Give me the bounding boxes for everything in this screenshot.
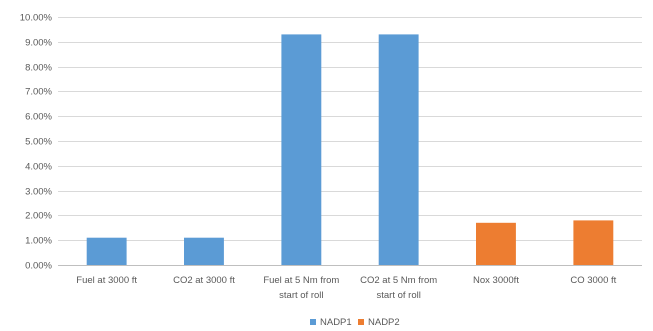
bar-nadp1 <box>281 34 322 266</box>
bar-nadp1 <box>378 34 419 266</box>
gridlines <box>58 17 642 266</box>
x-category-label-line: CO2 at 5 Nm from <box>360 275 437 286</box>
y-tick-label: 3.00% <box>25 187 52 198</box>
bar-nadp1 <box>86 237 127 265</box>
legend-label: NADP2 <box>368 317 400 328</box>
y-tick-label: 0.00% <box>25 261 52 272</box>
y-tick-label: 6.00% <box>25 112 52 123</box>
x-category-label: CO 3000 ft <box>570 275 616 286</box>
legend-swatch-nadp1 <box>310 319 316 325</box>
y-tick-label: 4.00% <box>25 162 52 173</box>
y-tick-label: 8.00% <box>25 63 52 74</box>
bar-nadp2 <box>573 220 614 265</box>
x-category-label: Fuel at 5 Nm from start of roll <box>263 275 339 301</box>
y-tick-label: 1.00% <box>25 236 52 247</box>
y-axis-tick-labels: 0.00% 1.00% 2.00% 3.00% 4.00% 5.00% 6.00% 7.00%… <box>20 13 53 272</box>
y-tick-label: 9.00% <box>25 38 52 49</box>
legend-swatch-nadp2 <box>358 319 364 325</box>
bars <box>86 34 614 266</box>
x-category-label: Fuel at 3000 ft <box>76 275 137 286</box>
y-tick-label: 7.00% <box>25 87 52 98</box>
x-category-label: CO2 at 3000 ft <box>173 275 235 286</box>
x-category-label-line: start of roll <box>376 290 420 301</box>
legend-label: NADP1 <box>320 317 352 328</box>
bar-nadp1 <box>184 237 224 265</box>
bar-nadp2 <box>476 222 516 265</box>
x-category-label: CO2 at 5 Nm from start of roll <box>360 275 437 301</box>
y-tick-label: 10.00% <box>20 13 53 24</box>
x-category-label-line: start of roll <box>279 290 323 301</box>
x-category-label-line: Fuel at 3000 ft <box>76 275 137 286</box>
legend: NADP1 NADP2 <box>310 317 400 328</box>
y-tick-label: 2.00% <box>25 211 52 222</box>
x-category-label: Nox 3000ft <box>473 275 519 286</box>
x-axis-category-labels: Fuel at 3000 ft CO2 at 3000 ft Fuel at 5 N… <box>76 275 616 301</box>
x-category-label-line: CO2 at 3000 ft <box>173 275 235 286</box>
x-category-label-line: CO 3000 ft <box>570 275 616 286</box>
y-tick-label: 5.00% <box>25 137 52 148</box>
x-category-label-line: Nox 3000ft <box>473 275 519 286</box>
x-category-label-line: Fuel at 5 Nm from <box>263 275 339 286</box>
